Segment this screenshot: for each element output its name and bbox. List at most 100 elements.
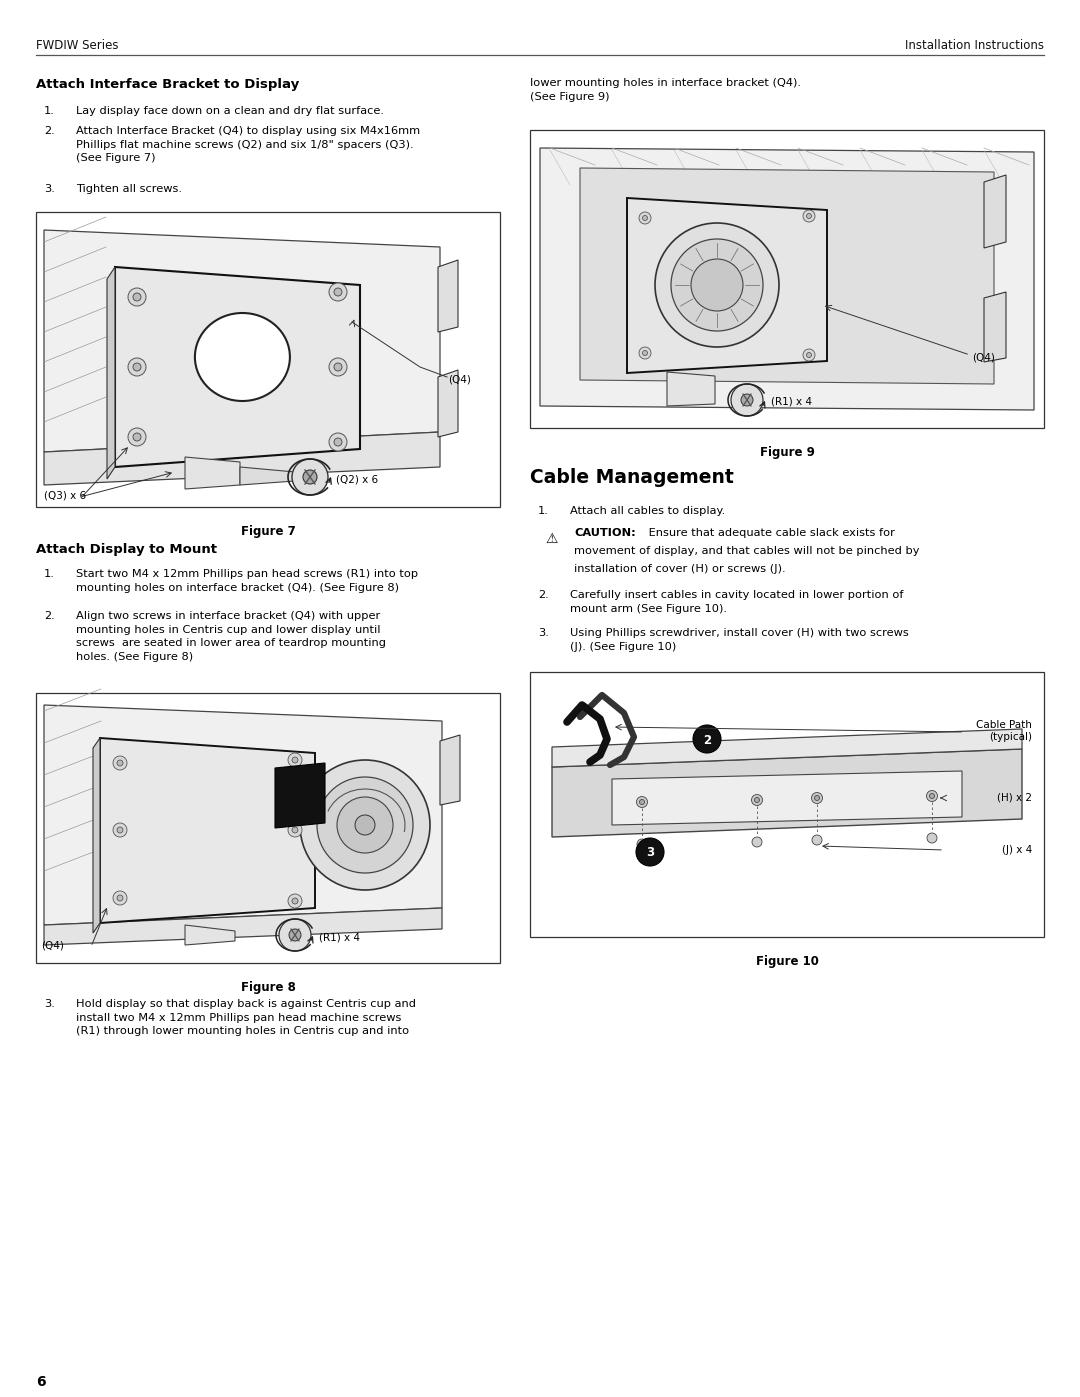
Text: 1.: 1.: [44, 106, 55, 116]
Text: Align two screws in interface bracket (Q4) with upper
mounting holes in Centris : Align two screws in interface bracket (Q…: [76, 610, 386, 662]
Text: (Q4): (Q4): [41, 940, 64, 950]
Circle shape: [117, 895, 123, 901]
Circle shape: [279, 919, 311, 951]
Circle shape: [113, 823, 127, 837]
Polygon shape: [438, 260, 458, 332]
Bar: [36, 212, 500, 507]
Circle shape: [133, 293, 141, 300]
Circle shape: [113, 891, 127, 905]
Text: (R1) x 4: (R1) x 4: [319, 932, 360, 942]
Circle shape: [292, 757, 298, 763]
Circle shape: [639, 799, 645, 805]
Polygon shape: [100, 738, 315, 923]
Circle shape: [804, 210, 815, 222]
Polygon shape: [275, 763, 325, 828]
Text: 3.: 3.: [44, 999, 55, 1009]
Circle shape: [329, 284, 347, 300]
Circle shape: [334, 363, 342, 372]
Text: (Q4): (Q4): [972, 353, 995, 363]
Text: Attach Display to Mount: Attach Display to Mount: [36, 543, 217, 556]
Text: Ensure that adequate cable slack exists for: Ensure that adequate cable slack exists …: [645, 528, 895, 538]
Circle shape: [337, 798, 393, 854]
Circle shape: [693, 725, 721, 753]
Polygon shape: [44, 705, 442, 925]
Text: Figure 9: Figure 9: [759, 446, 814, 460]
Text: Attach Interface Bracket (Q4) to display using six M4x16mm
Phillips flat machine: Attach Interface Bracket (Q4) to display…: [76, 126, 420, 163]
Polygon shape: [440, 735, 460, 805]
Circle shape: [671, 239, 762, 331]
Polygon shape: [107, 267, 114, 479]
Text: FWDIW Series: FWDIW Series: [36, 39, 119, 52]
Text: Installation Instructions: Installation Instructions: [905, 39, 1044, 52]
Circle shape: [731, 384, 762, 416]
Polygon shape: [185, 925, 235, 944]
Text: CAUTION:: CAUTION:: [573, 528, 636, 538]
Circle shape: [811, 792, 823, 803]
Circle shape: [303, 469, 318, 483]
Polygon shape: [612, 771, 962, 826]
Circle shape: [292, 460, 328, 495]
Circle shape: [129, 427, 146, 446]
Polygon shape: [114, 267, 360, 467]
Polygon shape: [984, 175, 1005, 249]
Circle shape: [643, 351, 648, 355]
Circle shape: [812, 835, 822, 845]
Text: 1.: 1.: [538, 506, 549, 515]
Text: ⚠: ⚠: [545, 532, 557, 546]
Circle shape: [133, 363, 141, 372]
Bar: [530, 130, 1044, 427]
Circle shape: [804, 349, 815, 360]
Text: Hold display so that display back is against Centris cup and
install two M4 x 12: Hold display so that display back is aga…: [76, 999, 416, 1037]
Circle shape: [292, 827, 298, 833]
Text: 6: 6: [36, 1375, 45, 1389]
Text: 2.: 2.: [538, 590, 549, 599]
Text: 2.: 2.: [44, 610, 55, 622]
Circle shape: [288, 823, 302, 837]
Circle shape: [334, 288, 342, 296]
Text: Figure 8: Figure 8: [241, 981, 296, 995]
Polygon shape: [552, 729, 1022, 767]
Text: Lay display face down on a clean and dry flat surface.: Lay display face down on a clean and dry…: [76, 106, 384, 116]
Text: 3.: 3.: [44, 184, 55, 194]
Circle shape: [741, 394, 753, 407]
Circle shape: [334, 439, 342, 446]
Ellipse shape: [194, 313, 289, 401]
Text: 2.: 2.: [44, 126, 55, 136]
Polygon shape: [93, 738, 100, 933]
Polygon shape: [240, 467, 295, 485]
Text: lower mounting holes in interface bracket (Q4).
(See Figure 9): lower mounting holes in interface bracke…: [530, 78, 801, 102]
Circle shape: [637, 840, 647, 849]
Polygon shape: [984, 292, 1005, 362]
Text: (H) x 2: (H) x 2: [997, 793, 1032, 803]
Polygon shape: [540, 148, 1034, 409]
Circle shape: [807, 214, 811, 218]
Text: Start two M4 x 12mm Phillips pan head screws (R1) into top
mounting holes on int: Start two M4 x 12mm Phillips pan head sc…: [76, 569, 418, 592]
Polygon shape: [185, 457, 240, 489]
Text: 1.: 1.: [44, 569, 55, 578]
Polygon shape: [627, 198, 827, 373]
Circle shape: [752, 795, 762, 806]
Text: Cable Path
(typical): Cable Path (typical): [976, 719, 1032, 742]
Circle shape: [329, 433, 347, 451]
Text: Figure 10: Figure 10: [756, 956, 819, 968]
Polygon shape: [44, 231, 440, 453]
Text: (Q2) x 6: (Q2) x 6: [336, 474, 378, 483]
Circle shape: [329, 358, 347, 376]
Text: Carefully insert cables in cavity located in lower portion of
mount arm (See Fig: Carefully insert cables in cavity locate…: [570, 590, 904, 613]
Circle shape: [288, 753, 302, 767]
Circle shape: [636, 796, 648, 807]
Circle shape: [129, 358, 146, 376]
Polygon shape: [552, 749, 1022, 837]
Text: 3: 3: [646, 847, 654, 859]
Text: movement of display, and that cables will not be pinched by: movement of display, and that cables wil…: [573, 546, 919, 556]
Circle shape: [807, 352, 811, 358]
Text: Tighten all screws.: Tighten all screws.: [76, 184, 183, 194]
Circle shape: [113, 756, 127, 770]
Circle shape: [636, 838, 664, 866]
Bar: [530, 672, 1044, 937]
Text: Cable Management: Cable Management: [530, 468, 733, 488]
Circle shape: [292, 898, 298, 904]
Text: (J) x 4: (J) x 4: [1002, 845, 1032, 855]
Circle shape: [289, 929, 301, 942]
Circle shape: [318, 777, 413, 873]
